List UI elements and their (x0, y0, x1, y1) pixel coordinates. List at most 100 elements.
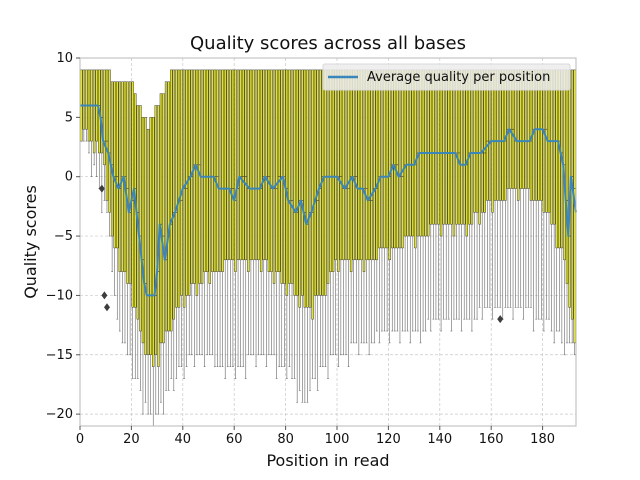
x-axis-label: Position in read (266, 451, 389, 470)
outlier-point (497, 315, 504, 324)
y-tick-label: −20 (46, 407, 73, 422)
box-body (252, 69, 255, 261)
box-body (447, 69, 451, 225)
x-tick-label: 0 (76, 432, 84, 447)
box-body (473, 69, 476, 213)
outlier-point (98, 184, 105, 193)
box-body (110, 81, 114, 237)
chart-title: Quality scores across all bases (190, 33, 466, 54)
y-axis-label: Quality scores (21, 185, 40, 299)
box-body (116, 81, 119, 249)
box-body (241, 69, 245, 261)
box-body (403, 69, 407, 237)
box-body (480, 69, 484, 213)
box-body (370, 69, 373, 261)
box-body (385, 69, 389, 249)
box-body (272, 69, 276, 284)
box-body (275, 69, 278, 272)
x-tick-label: 140 (427, 432, 452, 447)
box-body (396, 69, 399, 249)
box-body (257, 69, 260, 261)
box-body (355, 69, 358, 261)
y-tick-label: 0 (65, 170, 73, 185)
box-body (483, 69, 487, 213)
box-body (313, 69, 317, 296)
box-body (167, 81, 170, 332)
box-body (128, 81, 132, 284)
box-body (383, 69, 386, 249)
box-body (344, 69, 348, 261)
box-body (218, 69, 222, 272)
box-body (144, 117, 147, 356)
box-body (213, 69, 217, 272)
x-tick-label: 160 (479, 432, 504, 447)
x-tick-label: 40 (175, 432, 192, 447)
box-body (339, 69, 343, 261)
y-tick-label: 5 (65, 110, 73, 125)
box-body (85, 69, 88, 130)
box-body (362, 69, 366, 272)
box-body (334, 69, 337, 261)
y-tick-label: −5 (54, 229, 73, 244)
box-body (193, 69, 196, 284)
box-body (175, 69, 178, 308)
box-body (360, 69, 363, 261)
box-body (388, 69, 391, 261)
box-body (558, 69, 561, 249)
box-body (409, 69, 412, 237)
box-body (357, 69, 361, 261)
outlier-point (103, 303, 110, 312)
box-body (247, 69, 250, 272)
box-body (164, 81, 168, 332)
box-layer (80, 69, 576, 427)
box-body (298, 69, 301, 308)
y-tick-label: 10 (56, 51, 73, 66)
box-body (162, 93, 165, 344)
box-body (349, 69, 353, 272)
box-body (152, 117, 155, 367)
box-body (82, 69, 86, 130)
box-body (203, 69, 206, 272)
box-body (465, 69, 469, 237)
x-tick-label: 100 (325, 432, 350, 447)
line-layer (80, 104, 577, 297)
x-tick-label: 20 (123, 432, 140, 447)
outlier-point (101, 291, 108, 300)
box-body (324, 69, 327, 296)
box-body (223, 69, 227, 261)
box-body (92, 69, 96, 154)
box-body (444, 69, 448, 225)
box-body (270, 69, 273, 272)
y-tick-label: −10 (46, 288, 73, 303)
box-body (475, 69, 479, 213)
box-body (462, 69, 466, 225)
legend-entry-average: Average quality per position (367, 70, 550, 85)
box-body (434, 69, 438, 225)
box-body (301, 69, 304, 296)
box-body (398, 69, 402, 249)
box-body (565, 69, 569, 284)
box-body (105, 69, 109, 201)
box-body (308, 69, 312, 308)
box-body (113, 81, 116, 249)
box-body (455, 69, 458, 225)
box-body (352, 69, 355, 261)
box-body (406, 69, 409, 237)
box-body (108, 69, 111, 213)
box-body (187, 69, 191, 296)
box-body (429, 69, 433, 225)
box-body (432, 69, 435, 225)
box-body (342, 69, 345, 261)
box-body (331, 69, 335, 272)
x-tick-label: 80 (277, 432, 294, 447)
box-body (149, 117, 152, 356)
box-body (555, 69, 558, 249)
box-body (216, 69, 219, 272)
box-body (226, 69, 230, 261)
box-body (103, 69, 106, 166)
box-body (249, 69, 253, 261)
box-body (267, 69, 271, 272)
